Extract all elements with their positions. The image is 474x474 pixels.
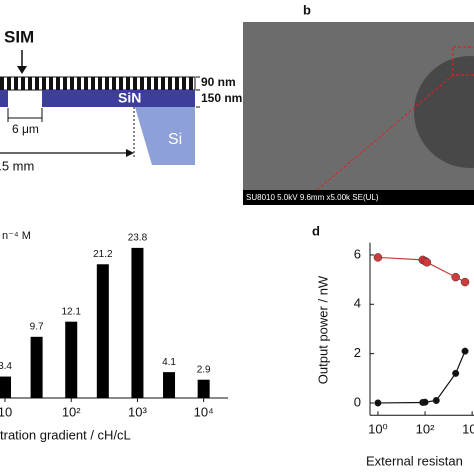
si-label: Si: [168, 131, 182, 148]
sin-bar: [42, 90, 195, 107]
y-axis-title: Output power / nW: [315, 275, 330, 384]
panel-label: d: [312, 223, 320, 238]
bar: [197, 379, 210, 398]
x-axis-title: tration gradient / cH/cL: [0, 427, 131, 442]
comb-tooth: [182, 77, 186, 90]
x-tick-label: 10⁰: [368, 422, 388, 437]
comb-tooth: [189, 77, 193, 90]
comb-tooth: [168, 77, 172, 90]
bar: [163, 372, 176, 398]
comb-tooth: [49, 77, 53, 90]
sin-label: SiN: [118, 90, 141, 106]
length-label: 0.5 mm: [0, 158, 34, 173]
zoom-box: [452, 46, 474, 76]
comb-tooth: [0, 77, 4, 90]
bar: [131, 247, 144, 398]
comb-tooth: [147, 77, 151, 90]
series-point: [373, 253, 383, 262]
sem-dark-region: [414, 56, 474, 168]
x-tick-label: 10³: [128, 404, 147, 419]
comb-tooth: [84, 77, 88, 90]
comb-tooth: [112, 77, 116, 90]
sin-bar-left: [0, 90, 8, 107]
comb-tooth: [161, 77, 165, 90]
sim-label: SIM: [4, 27, 34, 46]
y-tick-label: 4: [354, 296, 361, 311]
bar-label: 21.2: [93, 249, 113, 260]
bar: [96, 264, 109, 398]
schematic: SIM SiN 90 nm 150 nm 6 μm Si 0.5 mm: [0, 27, 242, 173]
y-tick-label: 6: [354, 246, 361, 261]
comb-tooth: [91, 77, 95, 90]
comb-tooth: [28, 77, 32, 90]
sim-arrowhead: [17, 66, 27, 74]
x-axis-title: External resistan: [366, 453, 463, 468]
y-tick-label: 0: [354, 394, 361, 409]
comb-tooth: [7, 77, 11, 90]
si-substrate: [135, 107, 195, 165]
series-point: [461, 347, 469, 355]
x-tick-label: 10²: [416, 422, 435, 437]
length-arrowhead: [126, 149, 134, 157]
comb-tooth: [63, 77, 67, 90]
comb-tooth: [105, 77, 109, 90]
subtitle: n⁻⁴ M: [2, 230, 31, 242]
sem-footer-text: SU8010 5.0kV 9.6mm x5.00k SE(UL): [246, 193, 379, 202]
comb-layer: [0, 77, 193, 90]
series-line: [377, 350, 466, 404]
x-tick-label: 10⁴: [462, 422, 474, 437]
thickness-label: 150 nm: [201, 91, 242, 105]
series-point: [460, 277, 470, 287]
x-tick-label: 10⁴: [194, 404, 214, 419]
bar-label: 3.4: [0, 361, 12, 372]
sem-footer: [243, 190, 474, 205]
comb-tooth: [77, 77, 81, 90]
sem-panel: b SU8010 5.0kV 9.6mm x5.00k SE(UL): [243, 2, 474, 205]
comb-tooth: [175, 77, 179, 90]
x-tick-label: 10: [0, 404, 12, 419]
gap-label: 6 μm: [12, 122, 39, 136]
comb-tooth: [21, 77, 25, 90]
bar-label: 4.1: [162, 357, 176, 368]
comb-tooth: [126, 77, 130, 90]
bar: [30, 336, 43, 398]
x-tick-label: 10²: [62, 404, 81, 419]
zoom-line: [309, 74, 454, 197]
comb-tooth: [56, 77, 60, 90]
bar: [65, 321, 78, 398]
series-point: [374, 399, 382, 407]
bar-label: 23.8: [128, 233, 148, 244]
series-point: [422, 258, 432, 267]
bar-label: 2.9: [197, 364, 211, 375]
y-tick-label: 2: [354, 345, 361, 360]
comb-tooth: [35, 77, 39, 90]
comb-tooth: [119, 77, 123, 90]
comb-tooth: [133, 77, 137, 90]
comb-tooth: [42, 77, 46, 90]
series-point: [421, 398, 429, 406]
thickness-label: 90 nm: [201, 75, 236, 89]
bar-label: 9.7: [30, 321, 44, 332]
series-point: [452, 369, 460, 377]
comb-tooth: [70, 77, 74, 90]
comb-tooth: [154, 77, 158, 90]
bar: [0, 376, 12, 398]
comb-tooth: [98, 77, 102, 90]
comb-tooth: [140, 77, 144, 90]
bar-label: 12.1: [61, 306, 81, 317]
panel-label: b: [303, 2, 311, 17]
comb-tooth: [14, 77, 18, 90]
series-point: [432, 396, 440, 405]
series-point: [451, 272, 460, 282]
